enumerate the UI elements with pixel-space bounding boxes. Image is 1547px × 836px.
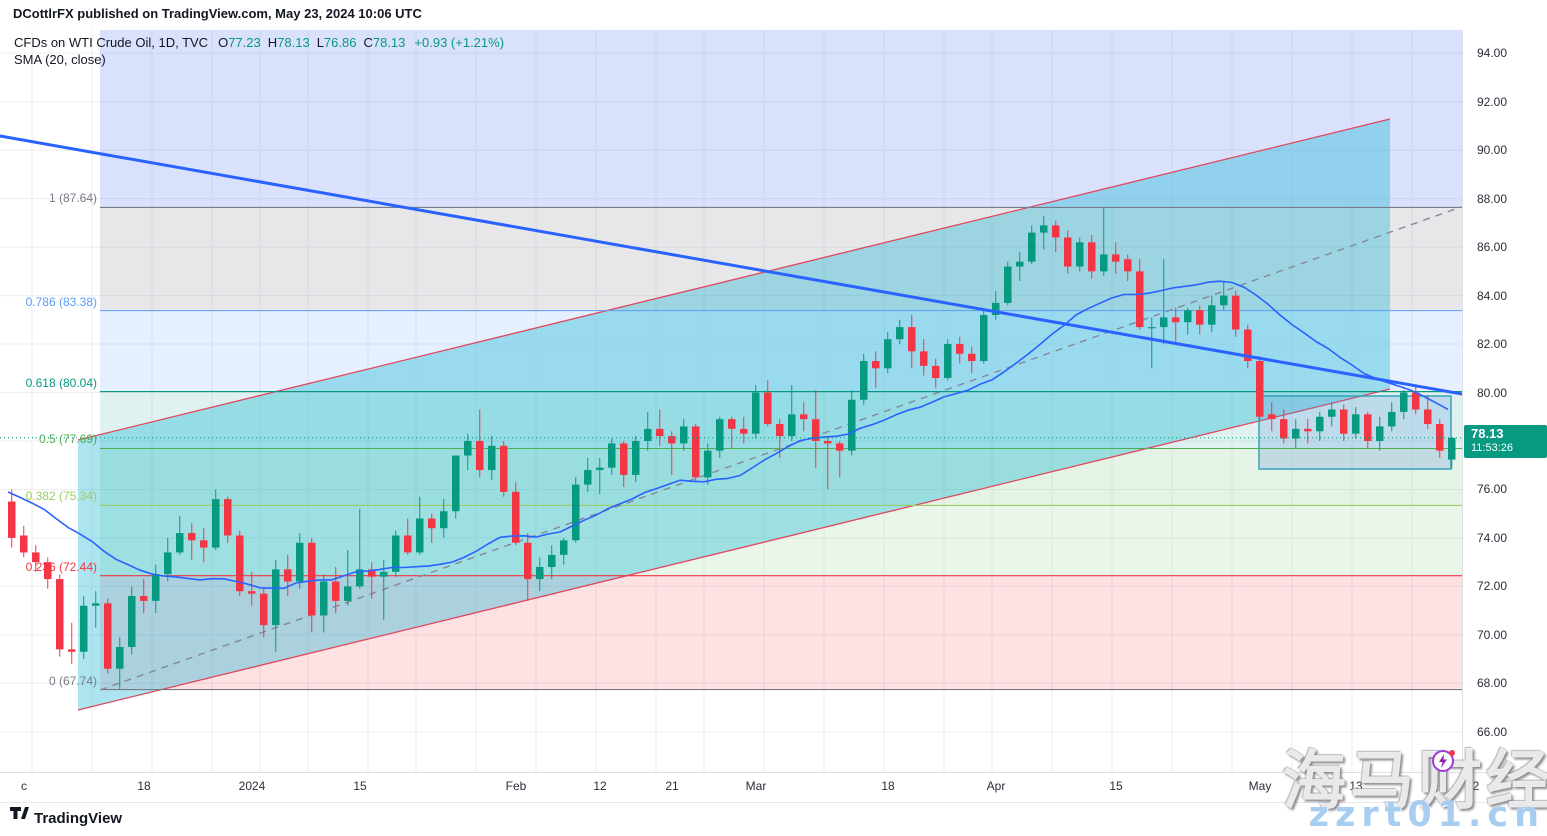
watermark-chinese: 海马财经 bbox=[1282, 745, 1547, 819]
time-tick: 18 bbox=[137, 779, 151, 793]
price-tick: 82.00 bbox=[1477, 337, 1508, 352]
tradingview-logo[interactable]: TradingView bbox=[10, 807, 122, 829]
price-tick: 84.00 bbox=[1477, 288, 1508, 303]
price-tick: 76.00 bbox=[1477, 482, 1508, 497]
time-tick: 2024 bbox=[238, 779, 266, 793]
time-tick: 12 bbox=[593, 779, 607, 793]
candlestick-series bbox=[8, 207, 1456, 690]
symbol-legend[interactable]: CFDs on WTI Crude Oil, 1D, TVC O77.23 H78.… bbox=[14, 34, 504, 68]
price-tick: 86.00 bbox=[1477, 240, 1508, 255]
ohlc-l: L76.86 bbox=[316, 35, 357, 50]
tradingview-logo-icon bbox=[10, 807, 29, 829]
ohlc-c: C78.13 bbox=[363, 35, 406, 50]
price-tick: 66.00 bbox=[1477, 724, 1508, 739]
ascending-channel-drawing[interactable] bbox=[77, 118, 1391, 711]
time-tick: 2 bbox=[1472, 779, 1480, 793]
fib-label: 0.382 (75.34) bbox=[25, 489, 97, 504]
footer-separator bbox=[0, 802, 1547, 803]
badge-price: 78.13 bbox=[1471, 426, 1504, 441]
fib-label: 0.618 (80.04) bbox=[25, 375, 97, 390]
symbol-title[interactable]: CFDs on WTI Crude Oil, 1D, TVC bbox=[14, 35, 209, 50]
sma-20-line[interactable] bbox=[7, 280, 1449, 590]
descending-trendline-drawing[interactable] bbox=[0, 134, 1462, 396]
grid-lines bbox=[0, 30, 1462, 772]
badge-countdown: 11:53:26 bbox=[1471, 442, 1514, 454]
watermark-url: zzrt01.cn bbox=[1308, 795, 1545, 835]
time-tick: 18 bbox=[881, 779, 895, 793]
legend-row-indicator[interactable]: SMA (20, close) bbox=[14, 51, 504, 68]
price-tick: 74.00 bbox=[1477, 530, 1508, 545]
price-tick: 92.00 bbox=[1477, 94, 1508, 109]
time-tick: Apr bbox=[986, 779, 1006, 793]
price-tick: 80.00 bbox=[1477, 385, 1508, 400]
fib-label: 0.236 (72.44) bbox=[25, 559, 97, 574]
time-tick: Feb bbox=[505, 779, 527, 793]
time-tick: 21 bbox=[665, 779, 679, 793]
tradingview-logo-text: TradingView bbox=[34, 809, 123, 827]
fib-label: 0.786 (83.38) bbox=[25, 294, 97, 309]
time-tick: Mar bbox=[745, 779, 767, 793]
time-axis-separator bbox=[0, 772, 1547, 773]
ohlc-values: O77.23 H78.13 L76.86 C78.13 bbox=[218, 35, 412, 50]
last-price-badge: 78.13 11:53:26 bbox=[1464, 425, 1547, 458]
fib-band-fills bbox=[100, 30, 1462, 690]
price-tick: 90.00 bbox=[1477, 143, 1508, 158]
ohlc-o: O77.23 bbox=[218, 35, 261, 50]
price-tick: 68.00 bbox=[1477, 676, 1508, 691]
indicator-label: SMA (20, close) bbox=[14, 52, 106, 67]
ohlc-h: H78.13 bbox=[267, 35, 310, 50]
publisher-line: DCottlrFX published on TradingView.com, … bbox=[13, 6, 422, 21]
time-tick: c bbox=[21, 779, 27, 793]
fib-label: 0 (67.74) bbox=[48, 673, 97, 688]
time-tick: 15 bbox=[353, 779, 367, 793]
change-value: +0.93 (+1.21%) bbox=[414, 35, 505, 50]
price-tick: 88.00 bbox=[1477, 191, 1508, 206]
time-tick: 13 bbox=[1349, 779, 1363, 793]
screenshot-app-icon[interactable] bbox=[1431, 748, 1457, 774]
price-tick: 72.00 bbox=[1477, 579, 1508, 594]
price-tick: 70.00 bbox=[1477, 627, 1508, 642]
legend-row-symbol: CFDs on WTI Crude Oil, 1D, TVC O77.23 H78.… bbox=[14, 34, 504, 51]
fib-label: 1 (87.64) bbox=[48, 191, 97, 206]
fib-label: 0.5 (77.69) bbox=[38, 432, 97, 447]
price-tick: 94.00 bbox=[1477, 46, 1508, 61]
time-tick: 15 bbox=[1109, 779, 1123, 793]
price-axis-separator bbox=[1462, 30, 1463, 772]
time-tick: May bbox=[1248, 779, 1272, 793]
